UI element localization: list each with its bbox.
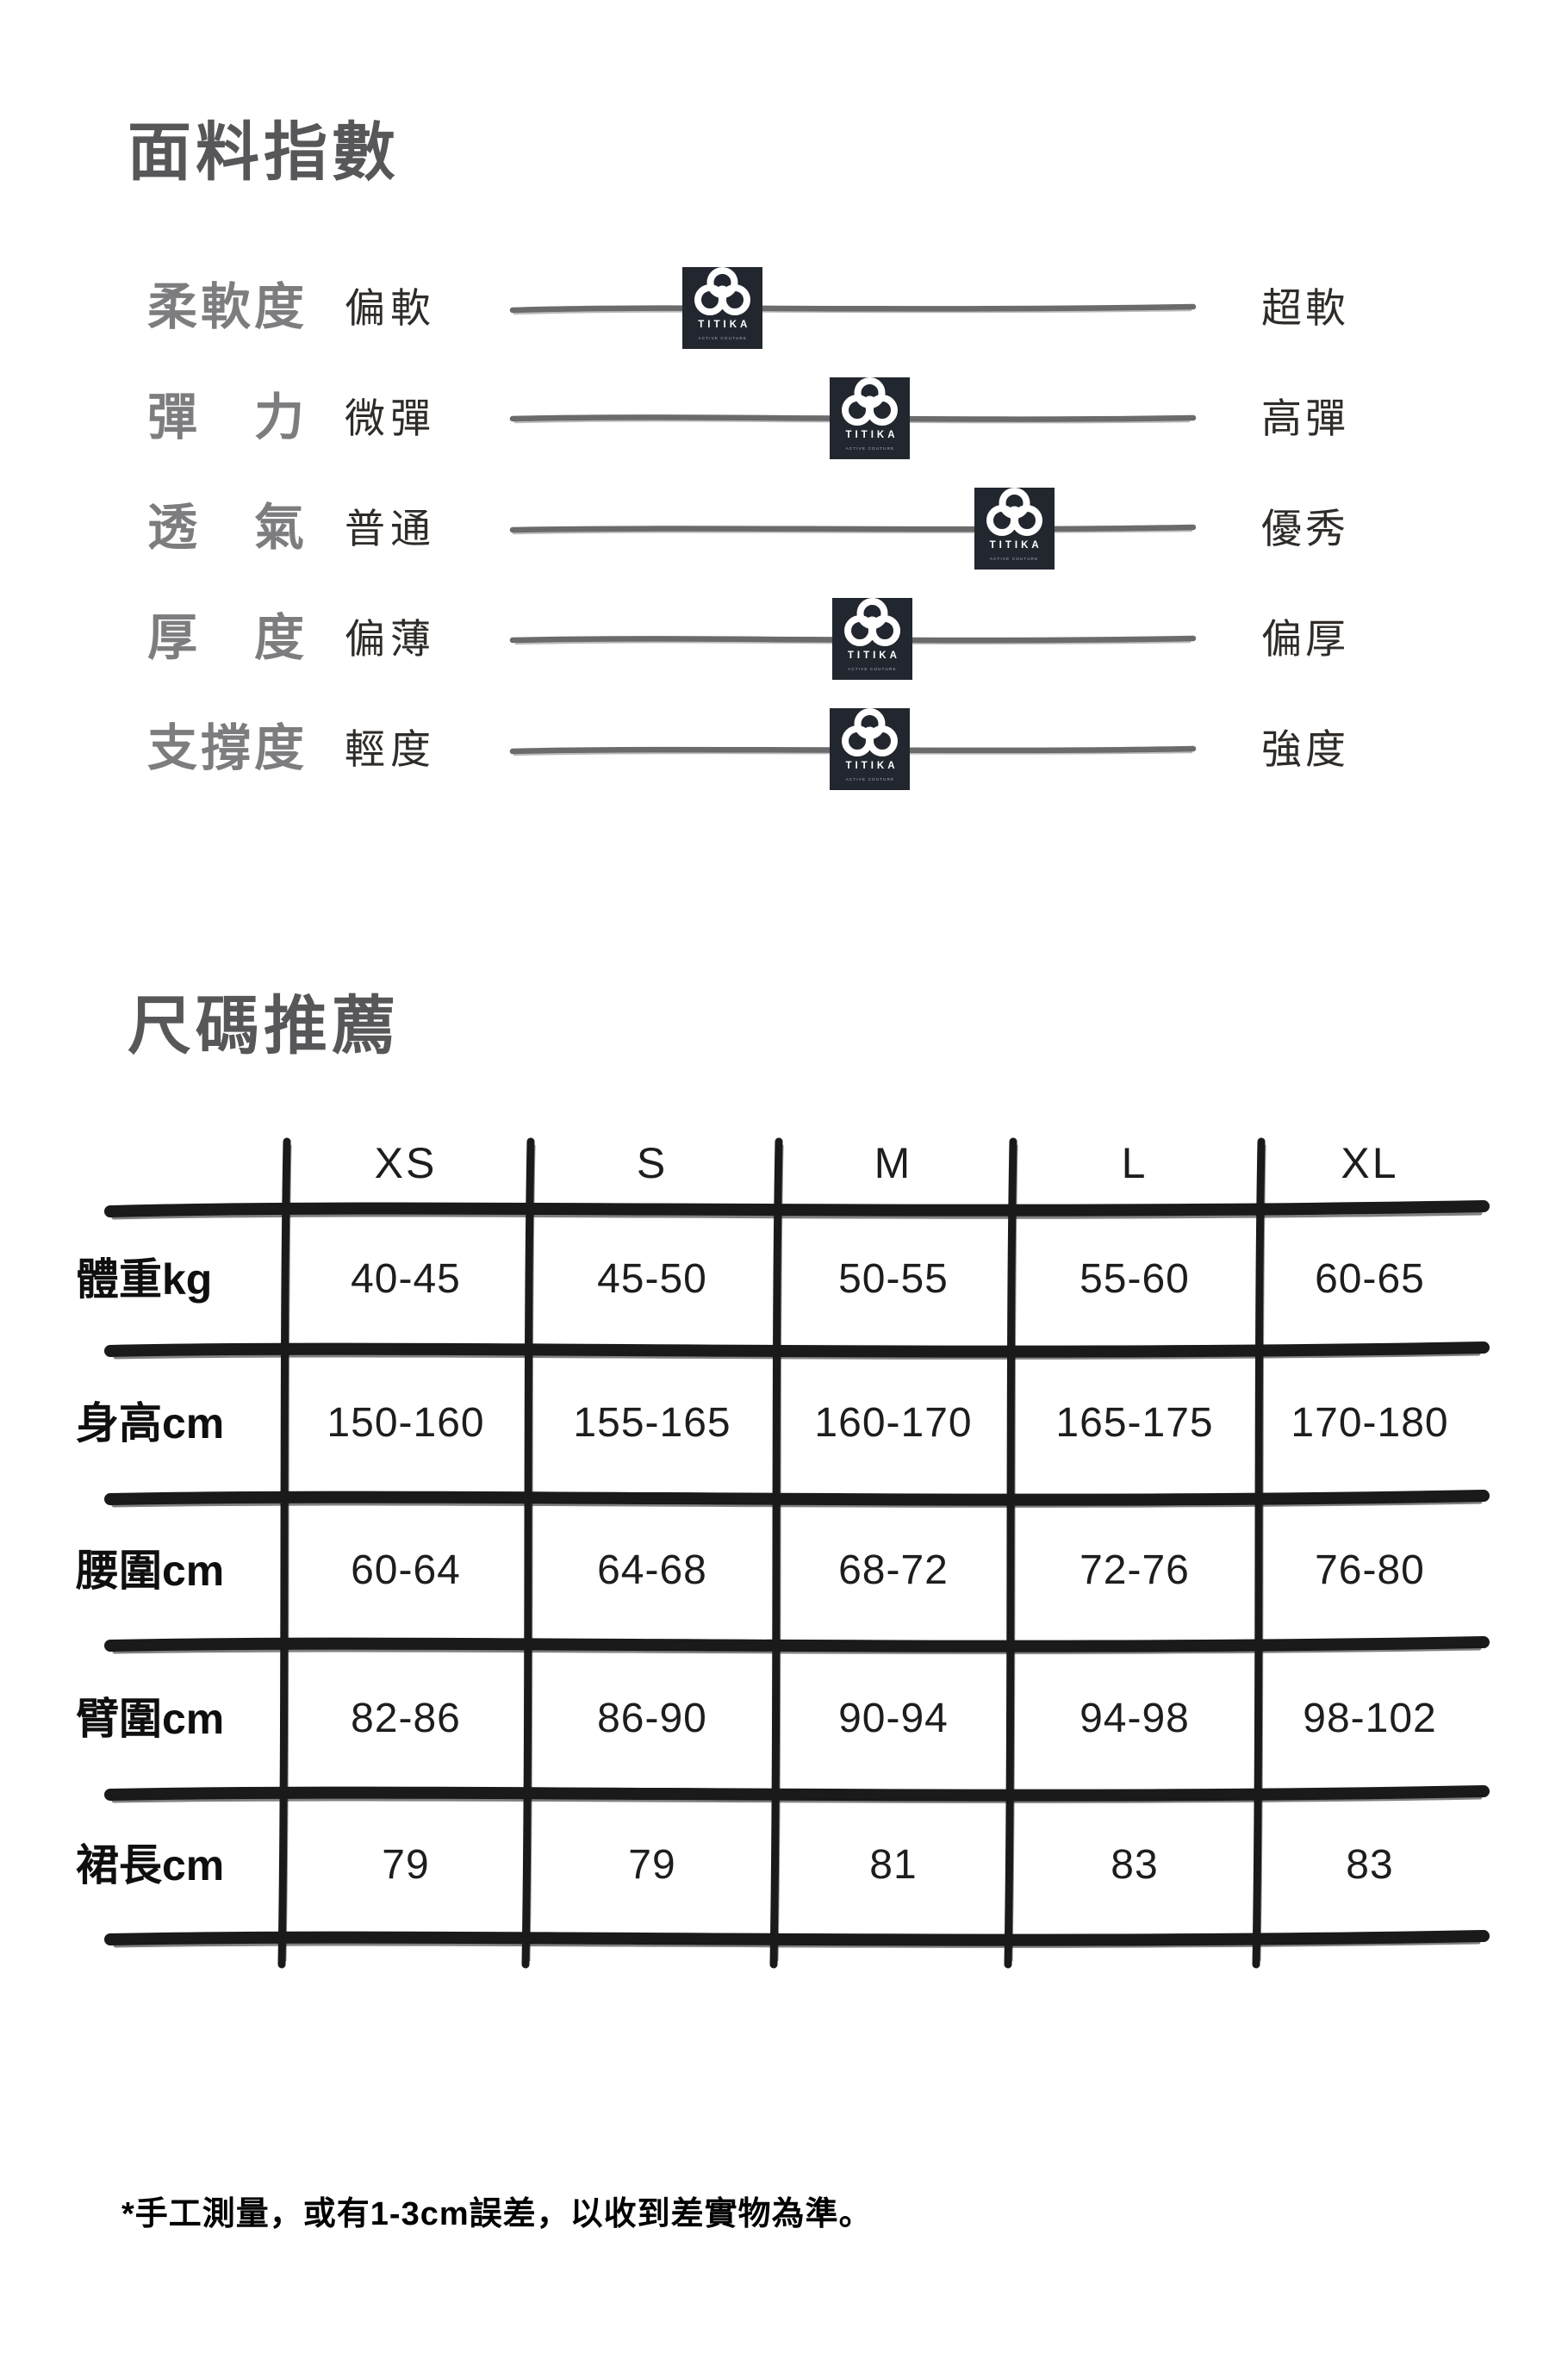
slider-row: 支撐度 輕度 TITIKA ACTIVE COUTURE 強度 [0,707,1568,790]
column-header-l: L [1121,1139,1148,1187]
titika-trefoil-icon [986,488,1042,536]
table-cell: 68-72 [838,1547,949,1593]
slider-min-label: 微彈 [345,397,436,442]
slider-track: TITIKA ACTIVE COUTURE [508,266,1198,349]
column-header-s: S [636,1139,669,1187]
table-cell: 160-170 [814,1400,973,1446]
table-cell: 83 [1346,1842,1394,1888]
table-cell: 90-94 [838,1696,949,1741]
slider-max-label: 偏厚 [1261,618,1349,663]
table-cell: 60-64 [351,1547,461,1593]
titika-brand-badge: TITIKA ACTIVE COUTURE [682,267,763,349]
fabric-index-title: 面料指數 [128,116,400,188]
table-row-label: 腰圍cm [76,1547,225,1595]
slider-line [509,524,1197,535]
titika-brand-badge: TITIKA ACTIVE COUTURE [830,377,911,459]
badge-tagline: ACTIVE COUTURE [845,777,895,781]
slider-track: TITIKA ACTIVE COUTURE [508,707,1198,790]
size-chart-section: 尺碼推薦 [0,862,1568,2154]
table-cell: 83 [1111,1842,1159,1888]
table-cell: 72-76 [1080,1547,1190,1593]
titika-trefoil-icon [842,377,899,426]
table-cell: 165-175 [1055,1400,1214,1446]
slider-max-label: 優秀 [1261,507,1349,552]
table-cell: 82-86 [351,1696,461,1741]
column-header-xs: XS [374,1139,438,1187]
slider-row: 彈 力 微彈 TITIKA ACTIVE COUTURE 高彈 [0,377,1568,459]
slider-min-label: 偏薄 [345,618,436,663]
fabric-index-section: 面料指數 柔軟度 偏軟 TITIKA ACTIVE COUTURE 超軟 [0,0,1568,862]
titika-brand-badge: TITIKA ACTIVE COUTURE [974,488,1055,570]
measurement-footnote: *手工測量，或有1-3cm誤差，以收到差實物為準。 [121,2196,873,2232]
table-grid-lines [104,1137,1490,1969]
size-chart-title: 尺碼推薦 [128,990,400,1061]
table-cell: 79 [382,1842,430,1888]
table-row-label: 體重kg [76,1255,213,1304]
badge-tagline: ACTIVE COUTURE [989,557,1039,561]
slider-track: TITIKA ACTIVE COUTURE [508,377,1198,459]
badge-tagline: ACTIVE COUTURE [848,667,897,671]
table-cell: 81 [869,1842,918,1888]
titika-brand-badge: TITIKA ACTIVE COUTURE [831,598,912,680]
badge-brand-text: TITIKA [845,761,899,771]
titika-trefoil-icon [843,598,900,646]
column-header-m: M [874,1139,913,1187]
slider-label: 彈 力 [147,389,308,445]
slider-label: 柔軟度 [147,279,308,335]
table-cell: 45-50 [597,1256,707,1302]
slider-min-label: 偏軟 [345,287,436,332]
table-cell: 50-55 [838,1256,949,1302]
badge-tagline: ACTIVE COUTURE [845,446,895,451]
table-row-label: 裙長cm [76,1841,225,1889]
badge-tagline: ACTIVE COUTURE [698,336,748,340]
titika-trefoil-icon [842,708,899,756]
slider-label: 支撐度 [147,720,308,776]
table-cell: 76-80 [1315,1547,1425,1593]
slider-row: 透 氣 普通 TITIKA ACTIVE COUTURE 優秀 [0,487,1568,570]
slider-row: 厚 度 偏薄 TITIKA ACTIVE COUTURE 偏厚 [0,597,1568,680]
slider-track: TITIKA ACTIVE COUTURE [508,487,1198,570]
slider-max-label: 超軟 [1261,287,1349,332]
table-row-label: 臂圍cm [76,1695,225,1743]
column-header-xl: XL [1341,1139,1399,1187]
table-cell: 64-68 [597,1547,707,1593]
table-cell: 86-90 [597,1696,707,1741]
table-cell: 60-65 [1315,1256,1425,1302]
slider-track: TITIKA ACTIVE COUTURE [508,597,1198,680]
slider-max-label: 高彈 [1261,397,1349,442]
badge-brand-text: TITIKA [989,540,1042,551]
table-cell: 155-165 [573,1400,731,1446]
slider-max-label: 強度 [1261,728,1349,773]
slider-line [509,303,1197,315]
table-cell: 94-98 [1080,1696,1190,1741]
slider-min-label: 輕度 [345,728,436,773]
badge-brand-text: TITIKA [847,650,900,661]
table-cell: 98-102 [1303,1696,1437,1741]
table-cell: 150-160 [327,1400,485,1446]
slider-label: 透 氣 [147,500,308,556]
slider-min-label: 普通 [345,507,436,552]
badge-brand-text: TITIKA [845,430,899,440]
slider-line [509,414,1197,424]
table-cell: 170-180 [1291,1400,1449,1446]
titika-trefoil-icon [694,267,751,315]
table-cell: 79 [628,1842,676,1888]
slider-row: 柔軟度 偏軟 TITIKA ACTIVE COUTURE 超軟 [0,266,1568,349]
titika-brand-badge: TITIKA ACTIVE COUTURE [830,708,911,790]
badge-brand-text: TITIKA [698,320,751,330]
table-row-label: 身高cm [76,1399,225,1447]
table-cell: 55-60 [1080,1256,1190,1302]
slider-label: 厚 度 [147,610,308,666]
table-cell: 40-45 [351,1256,461,1302]
slider-line [509,635,1197,645]
